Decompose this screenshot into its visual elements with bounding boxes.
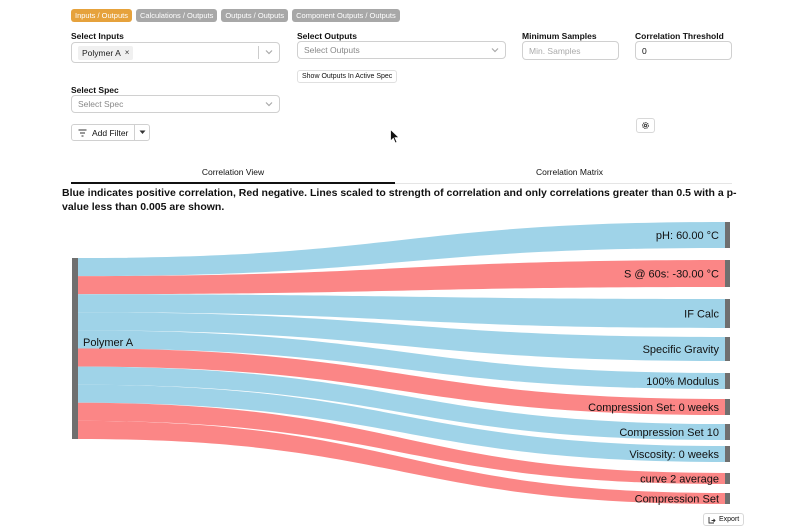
sankey-target-node	[725, 337, 730, 361]
add-filter-label: Add Filter	[92, 127, 129, 138]
select-spec-label: Select Spec	[71, 85, 119, 95]
chevron-down-icon[interactable]	[264, 99, 274, 109]
sankey-target-node	[725, 399, 730, 415]
min-samples-input[interactable]: Min. Samples	[522, 41, 619, 60]
select-separator	[258, 46, 259, 59]
correlation-threshold-input[interactable]: 0	[635, 41, 732, 60]
export-icon	[708, 516, 716, 523]
export-button[interactable]: Export	[703, 513, 745, 526]
sankey-link[interactable]	[78, 330, 725, 389]
top-tab-bar: Inputs / Outputs Calculations / Outputs …	[71, 9, 400, 22]
select-inputs-label: Select Inputs	[71, 31, 124, 41]
sankey-link[interactable]	[78, 384, 725, 462]
tab-calculations-outputs[interactable]: Calculations / Outputs	[135, 9, 218, 22]
sankey-target-label: curve 2 average	[640, 474, 719, 486]
sankey-link[interactable]	[78, 312, 725, 361]
select-outputs-label: Select Outputs	[297, 31, 357, 41]
sankey-link[interactable]	[78, 348, 725, 416]
caret-down-icon	[139, 130, 146, 134]
sankey-target-label: Specific Gravity	[643, 344, 720, 356]
selected-input-chip: Polymer A ×	[78, 45, 134, 60]
sankey-target-label: Viscosity: 0 weeks	[629, 449, 719, 461]
select-spec-placeholder: Select Spec	[78, 99, 124, 109]
sankey-link[interactable]	[78, 260, 725, 295]
settings-button[interactable]	[636, 118, 655, 133]
chart-description: Blue indicates positive correlation, Red…	[62, 187, 737, 213]
filter-icon	[78, 129, 87, 136]
sankey-source-label: Polymer A	[83, 337, 134, 349]
chevron-down-icon[interactable]	[490, 45, 500, 55]
sankey-target-label: Compression Set: 0 weeks	[588, 402, 719, 414]
tab-outputs-outputs[interactable]: Outputs / Outputs	[221, 9, 289, 22]
sankey-link[interactable]	[78, 366, 725, 440]
tab-correlation-matrix[interactable]: Correlation Matrix	[535, 167, 604, 177]
select-outputs[interactable]: Select Outputs	[297, 41, 506, 59]
remove-chip-icon[interactable]: ×	[124, 48, 130, 57]
gear-icon	[642, 122, 649, 129]
select-outputs-placeholder: Select Outputs	[304, 45, 360, 55]
sankey-link[interactable]	[78, 402, 725, 484]
sankey-target-label: Compression Set 10	[619, 427, 719, 439]
sankey-target-label: S @ 60s: -30.00 °C	[624, 269, 719, 281]
sankey-target-label: Compression Set	[635, 494, 719, 506]
sankey-link[interactable]	[78, 222, 725, 277]
active-tab-indicator	[71, 182, 395, 184]
tab-divider	[395, 183, 732, 184]
mouse-cursor-icon	[390, 129, 400, 144]
sankey-target-node	[725, 299, 730, 328]
sankey-target-label: IF Calc	[684, 309, 719, 321]
sankey-target-node	[725, 473, 730, 484]
add-filter-button-group: Add Filter	[71, 124, 151, 141]
correlation-threshold-label: Correlation Threshold	[635, 31, 724, 41]
chevron-down-icon[interactable]	[264, 47, 274, 57]
sankey-target-label: pH: 60.00 °C	[656, 230, 719, 242]
select-inputs[interactable]: Polymer A ×	[71, 42, 280, 63]
sankey-target-node	[725, 424, 730, 440]
add-filter-button[interactable]: Add Filter	[72, 125, 136, 140]
selected-input-label: Polymer A	[82, 47, 121, 58]
tab-correlation-view[interactable]: Correlation View	[201, 167, 265, 177]
sankey-target-node	[725, 373, 730, 389]
filter-dropdown-button[interactable]	[135, 125, 149, 140]
export-label: Export	[719, 516, 740, 523]
tab-component-outputs[interactable]: Component Outputs / Outputs	[292, 9, 400, 22]
show-outputs-in-spec-button[interactable]: Show Outputs In Active Spec	[297, 70, 398, 83]
sankey-link[interactable]	[78, 420, 725, 504]
sankey-target-label: 100% Modulus	[646, 376, 719, 388]
sankey-target-node	[725, 222, 730, 248]
sankey-source-node	[72, 258, 78, 439]
tab-inputs-outputs[interactable]: Inputs / Outputs	[71, 9, 132, 22]
sankey-target-node	[725, 493, 730, 504]
sankey-target-node	[725, 446, 730, 462]
sankey-link[interactable]	[78, 294, 725, 328]
select-spec[interactable]: Select Spec	[71, 95, 280, 113]
sankey-target-node	[725, 260, 730, 287]
min-samples-label: Minimum Samples	[522, 31, 597, 41]
